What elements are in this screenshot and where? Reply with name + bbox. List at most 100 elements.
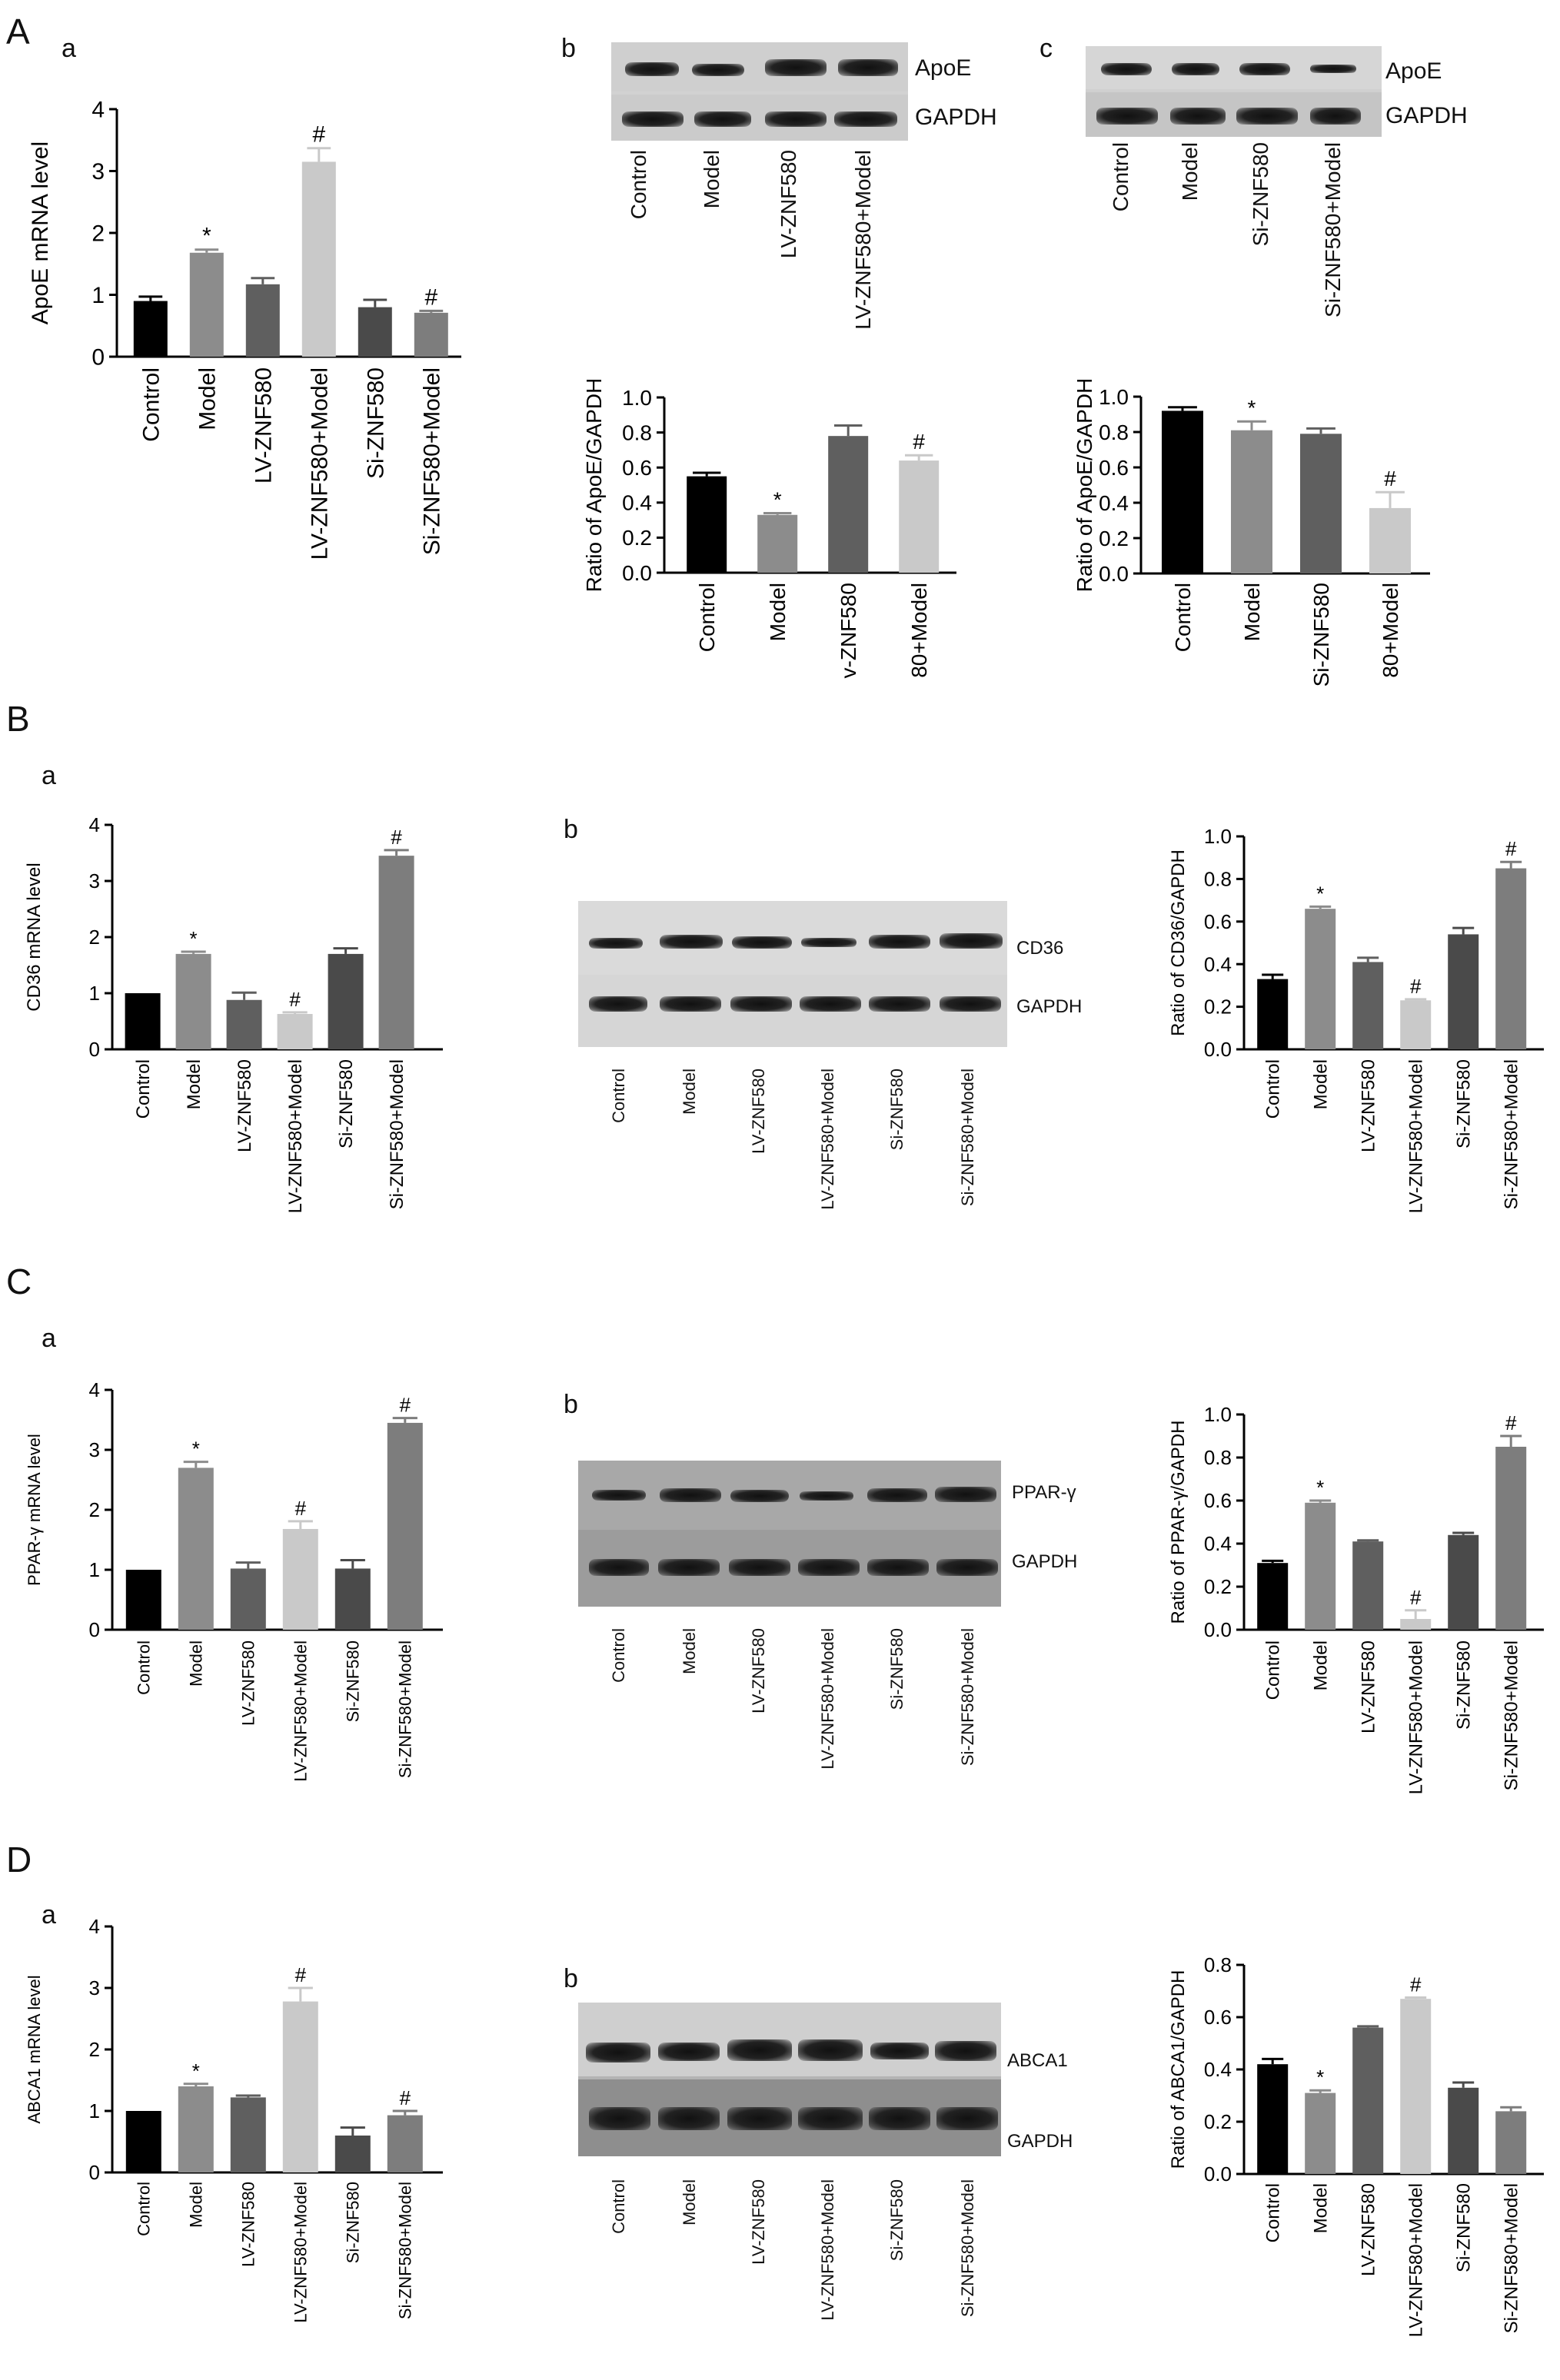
y-axis-label: ApoE mRNA level [28, 141, 53, 324]
x-tick-label: Model [1240, 583, 1264, 641]
panel-letter-a: A [6, 12, 30, 52]
bar [1257, 2064, 1289, 2174]
panel-letter-b: B [6, 699, 30, 739]
y-tick-label: 0.0 [1099, 562, 1129, 586]
bar [1448, 1534, 1479, 1630]
bar [1448, 2087, 1479, 2174]
x-tick-label: Si-ZNF580+Model [1502, 2183, 1522, 2333]
x-tick-label: Si-ZNF580 [344, 2182, 363, 2263]
bar [1352, 2027, 1384, 2174]
blot-label-gapdh: GAPDH [1012, 1551, 1078, 1572]
y-tick-label: 0.4 [1204, 1532, 1232, 1555]
sublabel-b-a: a [42, 761, 56, 790]
bar [1369, 507, 1411, 573]
x-tick-label: Si-ZNF580+Model [1502, 1059, 1522, 1209]
sublabel-a-a: a [62, 34, 76, 63]
x-tick-label: LV-ZNF580+Model [1406, 1059, 1427, 1213]
blot-label-abca1: ABCA1 [1007, 2050, 1068, 2071]
sublabel-c-a: a [42, 1324, 56, 1353]
bar [230, 2097, 266, 2172]
bar [282, 1528, 318, 1630]
y-tick-label: 3 [91, 159, 105, 184]
x-tick-label: Model [1311, 2183, 1332, 2233]
y-axis-label: Ratio of ApoE/GAPDH [1073, 378, 1096, 593]
bar [334, 2136, 371, 2172]
bar [178, 2086, 214, 2172]
y-tick-label: 2 [91, 221, 105, 247]
bar [125, 2111, 161, 2172]
y-tick-label: 3 [89, 869, 100, 892]
x-tick-label: Control [1171, 583, 1195, 652]
bar [133, 301, 168, 357]
bar [1305, 909, 1336, 1049]
bar [1300, 434, 1342, 573]
x-tick-label: LV-ZNF580 [251, 367, 276, 484]
significance-mark: # [424, 284, 437, 310]
y-tick-label: 0.8 [622, 420, 652, 444]
y-tick-label: 1 [89, 982, 100, 1005]
bar [245, 284, 280, 357]
significance-mark: * [773, 487, 782, 511]
bar [378, 856, 414, 1049]
bar [230, 1568, 266, 1630]
x-tick-label: Control [135, 1640, 154, 1695]
x-tick-label: LV-ZNF580 [1359, 1640, 1379, 1733]
significance-mark: # [1505, 1411, 1517, 1434]
x-tick-label: LV-ZNF580 [1359, 1059, 1379, 1152]
significance-mark: # [1410, 975, 1422, 998]
y-tick-label: 0.0 [1204, 1038, 1232, 1061]
y-tick-label: 0.8 [1204, 1446, 1232, 1469]
western-blot-cd36 [578, 901, 1007, 1047]
x-tick-label: Control [1263, 1059, 1284, 1119]
bar [189, 252, 224, 357]
significance-mark: # [295, 1963, 307, 1986]
significance-mark: # [312, 122, 325, 148]
y-tick-label: 0.4 [1099, 491, 1129, 515]
y-tick-label: 0 [91, 345, 105, 371]
x-tick-label: Si-ZNF580 [1454, 1640, 1475, 1730]
y-tick-label: 0 [89, 1038, 100, 1061]
blot-label-gapdh: GAPDH [1016, 996, 1083, 1017]
x-tick-label: Control [138, 367, 164, 442]
sublabel-a-c: c [1039, 34, 1053, 63]
x-tick-label: Model [184, 1059, 205, 1109]
y-tick-label: 0.4 [1204, 2058, 1232, 2081]
bar [175, 953, 211, 1049]
bar [387, 2115, 423, 2172]
x-tick-label: Control [1263, 2183, 1284, 2242]
x-tick-label: Si-ZNF580+Model [387, 1059, 407, 1209]
y-tick-label: 2 [89, 926, 100, 949]
sublabel-a-b: b [561, 34, 576, 63]
y-axis-label: PPAR-γ mRNA level [25, 1434, 44, 1586]
x-tick-label: Si-ZNF580+Model [396, 1640, 415, 1778]
blot-label-apoe: ApoE [915, 55, 972, 81]
y-axis-label: CD36 mRNA level [24, 863, 45, 1011]
y-tick-label: 0.8 [1204, 868, 1232, 891]
x-tick-label: v-ZNF580 [837, 583, 860, 678]
y-tick-label: 0.0 [1204, 2162, 1232, 2186]
y-tick-label: 0.6 [1204, 2006, 1232, 2029]
x-tick-label: Si-ZNF580 [1309, 583, 1333, 686]
x-tick-label: Model [1311, 1059, 1332, 1109]
y-tick-label: 0.4 [622, 491, 652, 515]
x-tick-label: Si-ZNF580 [363, 367, 388, 479]
sublabel-b-b: b [564, 815, 578, 844]
x-tick-label: Control [695, 583, 719, 652]
bar [1400, 1619, 1432, 1630]
significance-mark: # [1410, 1973, 1422, 1996]
x-tick-label: Si-ZNF580 [1454, 2183, 1475, 2272]
y-tick-label: 0.0 [622, 561, 652, 585]
bar [1305, 2092, 1336, 2174]
bar [414, 312, 448, 357]
y-tick-label: 2 [89, 2038, 100, 2061]
bar [899, 460, 940, 573]
x-tick-label: LV-ZNF580 [234, 1059, 255, 1152]
bar [1400, 1999, 1432, 2174]
significance-mark: * [1316, 2066, 1324, 2089]
x-tick-label: Model [187, 1640, 206, 1687]
y-tick-label: 0.2 [1204, 996, 1232, 1019]
western-blot-apoe-knockdown [1086, 46, 1382, 137]
significance-mark: * [1316, 882, 1324, 905]
x-tick-label: LV-ZNF580 [239, 1640, 258, 1726]
x-tick-label: LV-ZNF580 [239, 2182, 258, 2267]
